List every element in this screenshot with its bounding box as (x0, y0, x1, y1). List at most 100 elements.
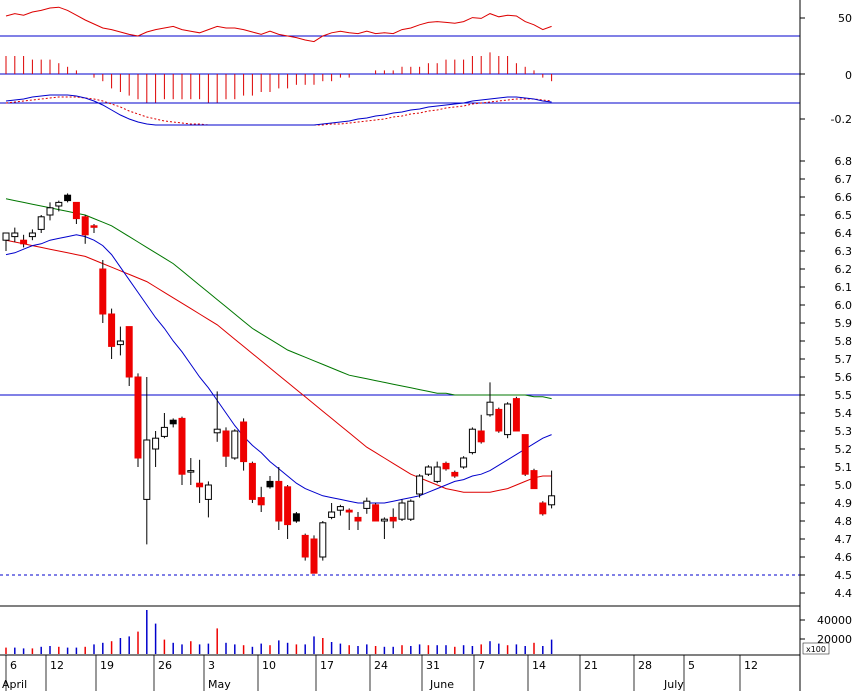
ma-mid-line (5, 239, 552, 493)
candle (99, 260, 107, 323)
candle-body (310, 538, 318, 574)
rsi-line (5, 6, 552, 43)
candle-body (266, 480, 274, 488)
xaxis-day-label: 17 (320, 659, 334, 672)
candle (275, 467, 283, 530)
price-tick-label: 4.4 (835, 587, 853, 600)
xaxis-day-label: 28 (638, 659, 652, 672)
candle (196, 459, 204, 503)
candle (451, 470, 459, 478)
candle (380, 517, 388, 539)
candle-body (363, 500, 371, 509)
candle-body (46, 207, 54, 216)
candle (389, 508, 397, 529)
xaxis-day-label: 5 (688, 659, 695, 672)
candle (20, 234, 28, 248)
macd-histogram-panel (0, 52, 800, 103)
macd-hist-tick-label: 0 (845, 69, 852, 82)
volume-unit-box (802, 642, 830, 655)
xaxis-day-label: 7 (478, 659, 485, 672)
volume-panel (5, 610, 553, 654)
price-tick-label: 6.3 (835, 245, 853, 258)
xaxis-day-label: 12 (50, 659, 64, 672)
candle (433, 461, 441, 484)
price-tick-label: 5.8 (835, 335, 853, 348)
price-tick-label: 6.1 (835, 281, 853, 294)
candle (363, 497, 371, 514)
price-tick-label: 6.0 (835, 299, 853, 312)
candle (222, 427, 230, 467)
candle-body (222, 430, 230, 457)
price-tick-label: 5.0 (835, 479, 853, 492)
candle-body (442, 462, 450, 470)
candle (37, 215, 45, 233)
candle (512, 396, 520, 432)
macd-line (5, 94, 552, 126)
candle-body (72, 201, 80, 220)
candle (504, 402, 512, 439)
xaxis-day-label: 14 (532, 659, 546, 672)
candle-body (152, 437, 160, 450)
xaxis-day-label: 21 (584, 659, 598, 672)
xaxis-day-label: 19 (100, 659, 114, 672)
candle (407, 499, 415, 521)
xaxis-month-label: June (429, 678, 454, 691)
xaxis-month-label: May (208, 678, 231, 691)
price-tick-label: 6.2 (835, 263, 853, 276)
candle (81, 215, 89, 244)
ma-long-line (5, 198, 552, 400)
candle-body (248, 462, 256, 500)
candle (11, 227, 19, 242)
candle (398, 499, 406, 521)
y-axis: 6.8 6.7 6.6 6.5 6.4 6.3 6.2 6.1 6.0 5.9 5.8 5.7 5.6 5… (800, 12, 853, 655)
xaxis-day-label: 3 (208, 659, 215, 672)
candle-body (134, 376, 142, 459)
candle (486, 382, 494, 417)
price-tick-label: 4.6 (835, 551, 853, 564)
candle (72, 201, 80, 224)
candle-body (178, 417, 186, 475)
candle (125, 326, 133, 386)
rsi-tick-label: 50 (838, 12, 852, 25)
candle-body (64, 194, 72, 202)
candle (169, 418, 177, 428)
price-tick-label: 5.5 (835, 389, 853, 402)
candle (521, 434, 529, 476)
candle-body (451, 471, 459, 477)
candle (213, 391, 221, 442)
x-axis: 6 12 19 26 3 10 17 24 31 7 14 21 28 5 12 April May June Ju… (2, 655, 758, 691)
candle (231, 429, 239, 460)
candle-body (477, 430, 485, 443)
candle-body (160, 426, 168, 437)
candle (284, 485, 292, 539)
candle-body (301, 534, 309, 558)
candle (240, 418, 248, 471)
candle-body (284, 486, 292, 526)
candle (539, 501, 547, 516)
price-tick-label: 5.3 (835, 425, 853, 438)
candle (310, 535, 318, 574)
candle (143, 377, 151, 545)
candle (468, 427, 476, 455)
candle (442, 461, 450, 471)
candle (266, 476, 274, 489)
candle (116, 326, 124, 356)
xaxis-day-label: 31 (426, 659, 440, 672)
candle-body (495, 408, 503, 432)
price-tick-label: 4.7 (835, 533, 853, 546)
candle (257, 486, 265, 512)
candle (345, 508, 353, 530)
price-tick-label: 6.6 (835, 191, 853, 204)
xaxis-day-label: 26 (158, 659, 172, 672)
candle-body (398, 502, 406, 520)
candle (301, 533, 309, 561)
candle-body (231, 430, 239, 459)
candle (328, 503, 336, 520)
candle-body (512, 398, 520, 432)
candle-body (345, 509, 353, 513)
price-tick-label: 4.8 (835, 515, 853, 528)
macd-tick-label: -0.2 (831, 113, 852, 126)
candle-body (20, 239, 28, 245)
candle (28, 229, 36, 241)
candle (548, 470, 556, 509)
